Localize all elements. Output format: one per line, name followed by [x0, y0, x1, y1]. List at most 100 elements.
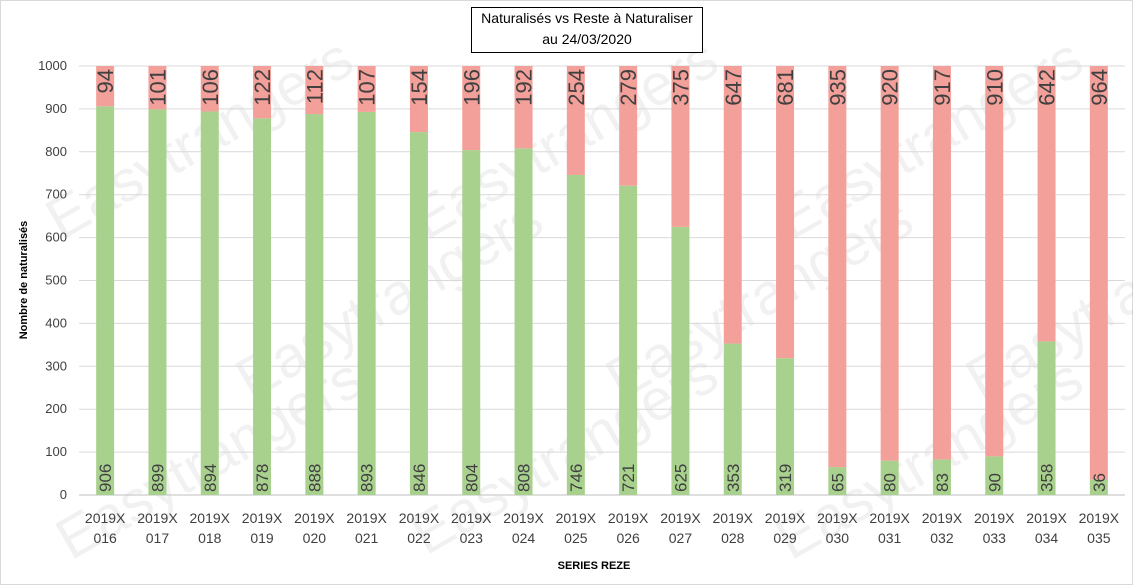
data-label-reste: 375 — [668, 69, 693, 106]
data-label-reste: 964 — [1087, 69, 1112, 106]
y-tick-label: 500 — [45, 273, 67, 288]
x-tick-label: 2019X — [869, 510, 910, 526]
y-tick-label: 200 — [45, 401, 67, 416]
y-axis-label: Nombre de naturalisés — [18, 221, 30, 340]
data-label-naturalises: 721 — [619, 464, 638, 492]
x-tick-label: 2019X — [974, 510, 1015, 526]
x-tick-label: 2019X — [765, 510, 806, 526]
data-label-naturalises: 80 — [881, 473, 900, 492]
x-tick-label: 2019X — [242, 510, 283, 526]
data-label-reste: 106 — [198, 69, 223, 106]
x-tick-label: 024 — [512, 530, 536, 546]
bar-naturalises — [96, 106, 115, 496]
data-label-naturalises: 353 — [724, 464, 743, 492]
x-tick-label: 031 — [878, 530, 902, 546]
data-label-reste: 154 — [407, 69, 432, 106]
x-tick-label: 025 — [564, 530, 588, 546]
y-tick-label: 900 — [45, 101, 67, 116]
bar-reste — [828, 66, 847, 468]
bar-reste — [619, 66, 638, 186]
bar-naturalises — [880, 460, 899, 495]
bar-naturalises — [409, 132, 428, 496]
x-tick-label: 2019X — [713, 510, 754, 526]
y-tick-label: 400 — [45, 315, 67, 330]
data-label-reste: 192 — [512, 69, 537, 106]
x-tick-label: 2019X — [137, 510, 178, 526]
data-label-naturalises: 878 — [253, 464, 272, 492]
bars — [96, 66, 1108, 496]
bar-reste — [932, 66, 951, 460]
y-tick-label: 1000 — [38, 58, 67, 73]
x-tick-label: 2019X — [346, 510, 387, 526]
bar-reste — [985, 66, 1004, 457]
x-tick-label: 023 — [460, 530, 484, 546]
bar-reste — [148, 66, 167, 110]
bar-reste — [514, 66, 533, 149]
bar-naturalises — [462, 150, 481, 496]
bar-naturalises — [985, 456, 1004, 495]
data-label-naturalises: 894 — [201, 464, 220, 492]
x-tick-label: 022 — [407, 530, 431, 546]
x-tick-label: 034 — [1035, 530, 1059, 546]
data-label-naturalises: 65 — [828, 473, 847, 492]
x-tick-label: 2019X — [85, 510, 126, 526]
x-tick-label: 2019X — [503, 510, 544, 526]
bar-reste — [357, 66, 376, 112]
x-tick-label: 018 — [198, 530, 222, 546]
data-label-naturalises: 746 — [567, 464, 586, 492]
data-label-reste: 681 — [773, 69, 798, 106]
x-tick-label: 2019X — [190, 510, 231, 526]
bar-naturalises — [828, 467, 847, 495]
chart-title: Naturalisés vs Reste à Naturaliser — [481, 10, 693, 26]
x-tick-label: 020 — [303, 530, 327, 546]
x-tick-label: 2019X — [660, 510, 701, 526]
bar-naturalises — [932, 459, 951, 495]
bar-naturalises — [723, 343, 742, 495]
bar-naturalises — [148, 109, 167, 495]
chart-subtitle: au 24/03/2020 — [542, 31, 632, 47]
data-label-reste: 917 — [930, 69, 955, 106]
x-tick-label: 2019X — [399, 510, 440, 526]
x-tick-labels: 2019X 016 2019X 017 2019X 018 2019X 019 2019X 020… — [85, 510, 1120, 546]
data-label-naturalises: 888 — [305, 464, 324, 492]
data-label-naturalises: 83 — [933, 473, 952, 492]
bar-reste — [200, 66, 219, 112]
data-label-naturalises: 804 — [462, 464, 481, 492]
bar-naturalises — [514, 148, 533, 496]
x-tick-label: 030 — [826, 530, 850, 546]
x-tick-label: 033 — [983, 530, 1007, 546]
bar-reste — [253, 66, 272, 119]
bar-reste — [462, 66, 481, 151]
y-tick-label: 600 — [45, 230, 67, 245]
x-tick-label: 026 — [616, 530, 640, 546]
data-label-reste: 94 — [93, 69, 118, 93]
bar-naturalises — [1037, 341, 1056, 495]
bar-naturalises — [619, 185, 638, 496]
data-label-naturalises: 358 — [1038, 464, 1057, 492]
x-tick-label: 2019X — [1079, 510, 1120, 526]
data-label-reste: 122 — [250, 69, 275, 106]
data-label-naturalises: 90 — [985, 473, 1004, 492]
data-label-reste: 101 — [145, 69, 170, 106]
x-tick-label: 2019X — [451, 510, 492, 526]
watermark-text: Easytrangers — [225, 185, 553, 412]
watermark-text: Easytrangers — [595, 185, 923, 412]
bar-naturalises — [305, 114, 324, 495]
data-label-reste: 196 — [459, 69, 484, 106]
bar-reste — [671, 66, 690, 227]
bar-reste — [723, 66, 742, 344]
x-tick-label: 2019X — [817, 510, 858, 526]
y-tick-label: 100 — [45, 444, 67, 459]
data-label-naturalises: 846 — [410, 464, 429, 492]
x-tick-label: 2019X — [922, 510, 963, 526]
bar-reste — [1089, 66, 1108, 480]
y-tick-labels: 0 100 200 300 400 500 600 700 800 900 1000 — [38, 58, 67, 502]
data-labels: 906 94 899 101 894 106 878 122 888 112 893 107 846 15… — [93, 69, 1112, 492]
bar-naturalises — [566, 174, 585, 495]
data-label-naturalises: 906 — [96, 464, 115, 492]
bar-naturalises — [200, 111, 219, 495]
bar-naturalises — [776, 358, 795, 495]
bar-reste — [96, 66, 115, 107]
data-label-naturalises: 36 — [1090, 473, 1109, 492]
